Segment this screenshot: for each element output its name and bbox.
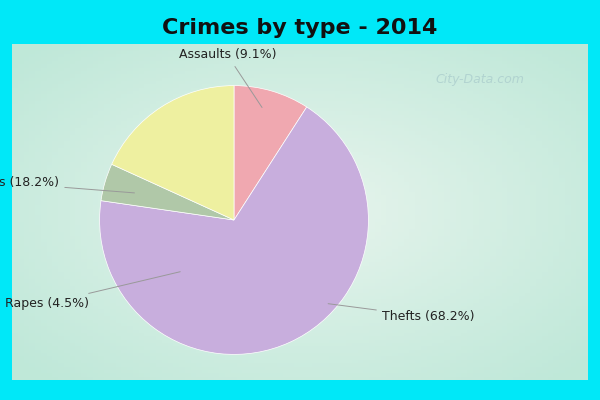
Text: Rapes (4.5%): Rapes (4.5%)	[5, 272, 180, 310]
Wedge shape	[234, 86, 307, 220]
Text: Assaults (9.1%): Assaults (9.1%)	[179, 48, 276, 108]
Text: City-Data.com: City-Data.com	[436, 74, 524, 86]
Text: Burglaries (18.2%): Burglaries (18.2%)	[0, 176, 134, 193]
Text: Thefts (68.2%): Thefts (68.2%)	[328, 304, 475, 323]
Text: Crimes by type - 2014: Crimes by type - 2014	[163, 18, 437, 38]
Wedge shape	[101, 164, 234, 220]
Wedge shape	[100, 107, 368, 354]
Wedge shape	[112, 86, 234, 220]
